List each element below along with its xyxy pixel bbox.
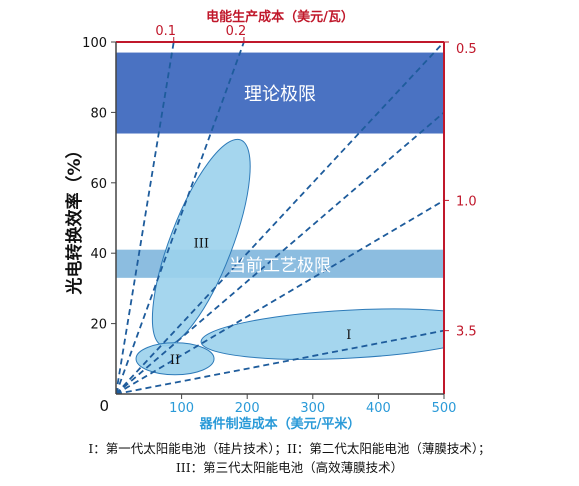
cost-line-3.5 <box>116 329 444 394</box>
cost-line-0.2 <box>116 42 245 394</box>
caption-line-1: I：第一代太阳能电池（硅片技术）；II：第二代太阳能电池（薄膜技术）； <box>88 441 491 456</box>
origin-label: 0 <box>99 397 109 415</box>
y-axis-title: 光电转换效率（%） <box>64 141 85 295</box>
y-tick-label: 60 <box>90 177 107 192</box>
region-I <box>200 308 444 360</box>
y-tick-label: 80 <box>90 106 107 121</box>
y-tick-label: 20 <box>90 318 107 333</box>
x-tick-label: 100 <box>169 401 194 416</box>
x-tick-label: 400 <box>366 401 391 416</box>
top-tick-label: 0.1 <box>155 24 176 39</box>
y-tick-label: 100 <box>82 36 107 51</box>
top-axis-title: 电能生产成本（美元/瓦） <box>206 9 354 25</box>
x-tick-label: 500 <box>432 401 457 416</box>
region-label-III: III <box>194 237 209 252</box>
right-tick-label: 0.5 <box>456 42 477 57</box>
band-label-1: 理论极限 <box>244 84 316 105</box>
cost-line-1 <box>116 199 444 394</box>
band-label-2: 当前工艺极限 <box>229 256 331 276</box>
x-tick-label: 300 <box>300 401 325 416</box>
top-tick-label: 0.2 <box>226 24 247 39</box>
cost-line-0.5 <box>116 42 444 394</box>
right-tick-label: 1.0 <box>456 194 477 209</box>
y-tick-label: 40 <box>90 247 107 262</box>
guide-line-1 <box>116 111 444 394</box>
region-label-II: II <box>170 353 180 368</box>
region-label-I: I <box>346 328 351 343</box>
x-axis-title: 器件制造成本（美元/平米） <box>199 416 361 432</box>
caption-line-2: III：第三代太阳能电池（高效薄膜技术） <box>175 460 404 475</box>
right-tick-label: 3.5 <box>456 325 477 340</box>
region-II <box>135 342 215 376</box>
x-tick-label: 200 <box>235 401 260 416</box>
